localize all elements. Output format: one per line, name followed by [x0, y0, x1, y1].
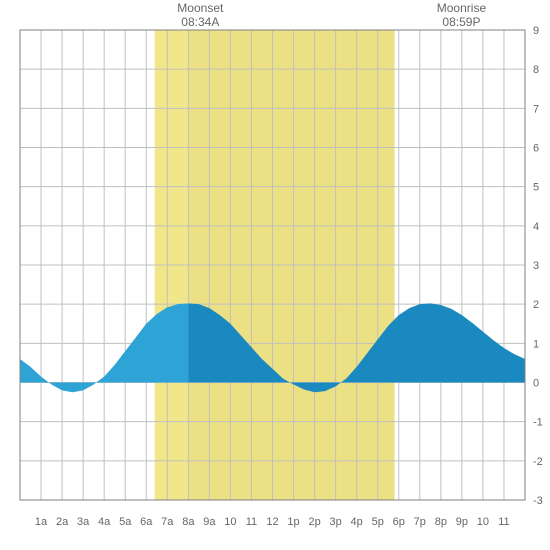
moonrise-time: 08:59P: [442, 15, 480, 29]
x-tick-label: 10: [477, 516, 489, 528]
y-tick-label: 0: [533, 378, 539, 390]
y-tick-label: 5: [533, 182, 539, 194]
x-tick-label: 9a: [203, 516, 216, 528]
x-tick-label: 6a: [140, 516, 153, 528]
x-tick-label: 3a: [77, 516, 90, 528]
x-tick-label: 10: [224, 516, 236, 528]
x-tick-label: 11: [246, 516, 257, 528]
x-tick-label: 5p: [372, 516, 384, 528]
y-tick-label: -2: [533, 456, 543, 468]
x-tick-label: 2a: [56, 516, 69, 528]
x-tick-label: 2p: [308, 516, 320, 528]
moonset-label: Moonset: [177, 1, 224, 15]
y-tick-label: 4: [533, 221, 539, 233]
tide-chart: -3-2-101234567891a2a3a4a5a6a7a8a9a101112…: [0, 0, 550, 550]
y-tick-label: 8: [533, 64, 539, 76]
x-tick-label: 6p: [393, 516, 405, 528]
y-tick-label: 7: [533, 103, 539, 115]
y-tick-label: 3: [533, 260, 539, 272]
x-tick-label: 4p: [351, 516, 363, 528]
x-tick-label: 9p: [456, 516, 468, 528]
x-tick-label: 8a: [182, 516, 195, 528]
y-tick-label: -3: [533, 495, 543, 507]
chart-svg: -3-2-101234567891a2a3a4a5a6a7a8a9a101112…: [0, 0, 550, 550]
moonrise-label: Moonrise: [437, 1, 487, 15]
x-tick-label: 4a: [98, 516, 111, 528]
y-tick-label: 1: [533, 338, 539, 350]
x-tick-label: 7p: [414, 516, 426, 528]
y-tick-label: 2: [533, 299, 539, 311]
y-tick-label: 9: [533, 25, 539, 37]
x-tick-label: 7a: [161, 516, 174, 528]
x-tick-label: 11: [498, 516, 509, 528]
x-tick-label: 12: [266, 516, 278, 528]
y-tick-label: 6: [533, 143, 539, 155]
x-tick-label: 3p: [330, 516, 342, 528]
moonset-time: 08:34A: [181, 15, 219, 29]
x-tick-label: 1p: [287, 516, 299, 528]
x-tick-label: 1a: [35, 516, 48, 528]
x-tick-label: 5a: [119, 516, 132, 528]
x-tick-label: 8p: [435, 516, 447, 528]
y-tick-label: -1: [533, 417, 543, 429]
